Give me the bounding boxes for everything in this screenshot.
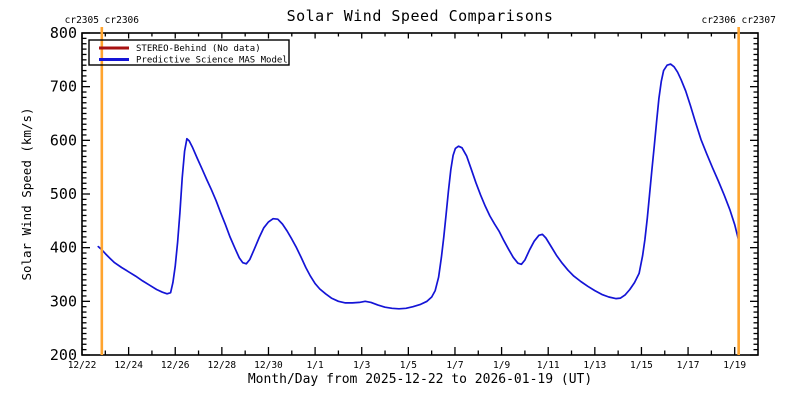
legend-label-mas-model: Predictive Science MAS Model	[136, 56, 288, 66]
chart-title: Solar Wind Speed Comparisons	[287, 7, 554, 25]
x-tick-label: 1/19	[723, 360, 746, 371]
x-tick-label: 12/22	[68, 360, 97, 371]
data-series	[97, 63, 740, 310]
x-tick-label: 12/28	[208, 360, 237, 371]
x-tick-label: 1/5	[400, 360, 417, 371]
y-tick-label: 500	[50, 185, 77, 203]
carrington-boundary-lines	[100, 27, 740, 355]
x-tick-label: 1/17	[677, 360, 700, 371]
mas-model-curve	[97, 63, 740, 310]
y-tick-label: 200	[50, 346, 77, 364]
y-tick-label: 400	[50, 239, 77, 257]
y-tick-label: 700	[50, 78, 77, 96]
legend: STEREO-Behind (No data) Predictive Scien…	[88, 39, 290, 66]
legend-label-stereo: STEREO-Behind (No data)	[136, 44, 261, 54]
x-tick-label: 1/1	[307, 360, 324, 371]
legend-box	[88, 39, 290, 66]
y-tick-label: 800	[50, 24, 77, 42]
x-tick-label: 1/3	[353, 360, 370, 371]
y-tick-label: 600	[50, 131, 77, 149]
x-axis-title: Month/Day from 2025-12-22 to 2026-01-19 …	[248, 372, 592, 387]
x-tick-label: 1/13	[583, 360, 606, 371]
carrington-left-label: cr2305 cr2306	[65, 15, 140, 26]
plot-box	[81, 32, 759, 356]
axes: 12/22 12/24 12/26 12/28 12/30 1/1 1/3 1/5 1/7 1/9…	[50, 24, 759, 371]
x-tick-label: 1/15	[630, 360, 653, 371]
carrington-right-label: cr2306 cr2307	[701, 15, 775, 26]
x-tick-label: 1/7	[446, 360, 463, 371]
y-axis-title: Solar Wind Speed (km/s)	[19, 107, 34, 280]
y-tick-label: 300	[50, 292, 77, 310]
x-tick-label: 12/24	[114, 360, 143, 371]
x-tick-label: 12/30	[254, 360, 283, 371]
x-tick-label: 1/9	[493, 360, 510, 371]
x-tick-label: 12/26	[161, 360, 190, 371]
x-tick-label: 1/11	[537, 360, 560, 371]
